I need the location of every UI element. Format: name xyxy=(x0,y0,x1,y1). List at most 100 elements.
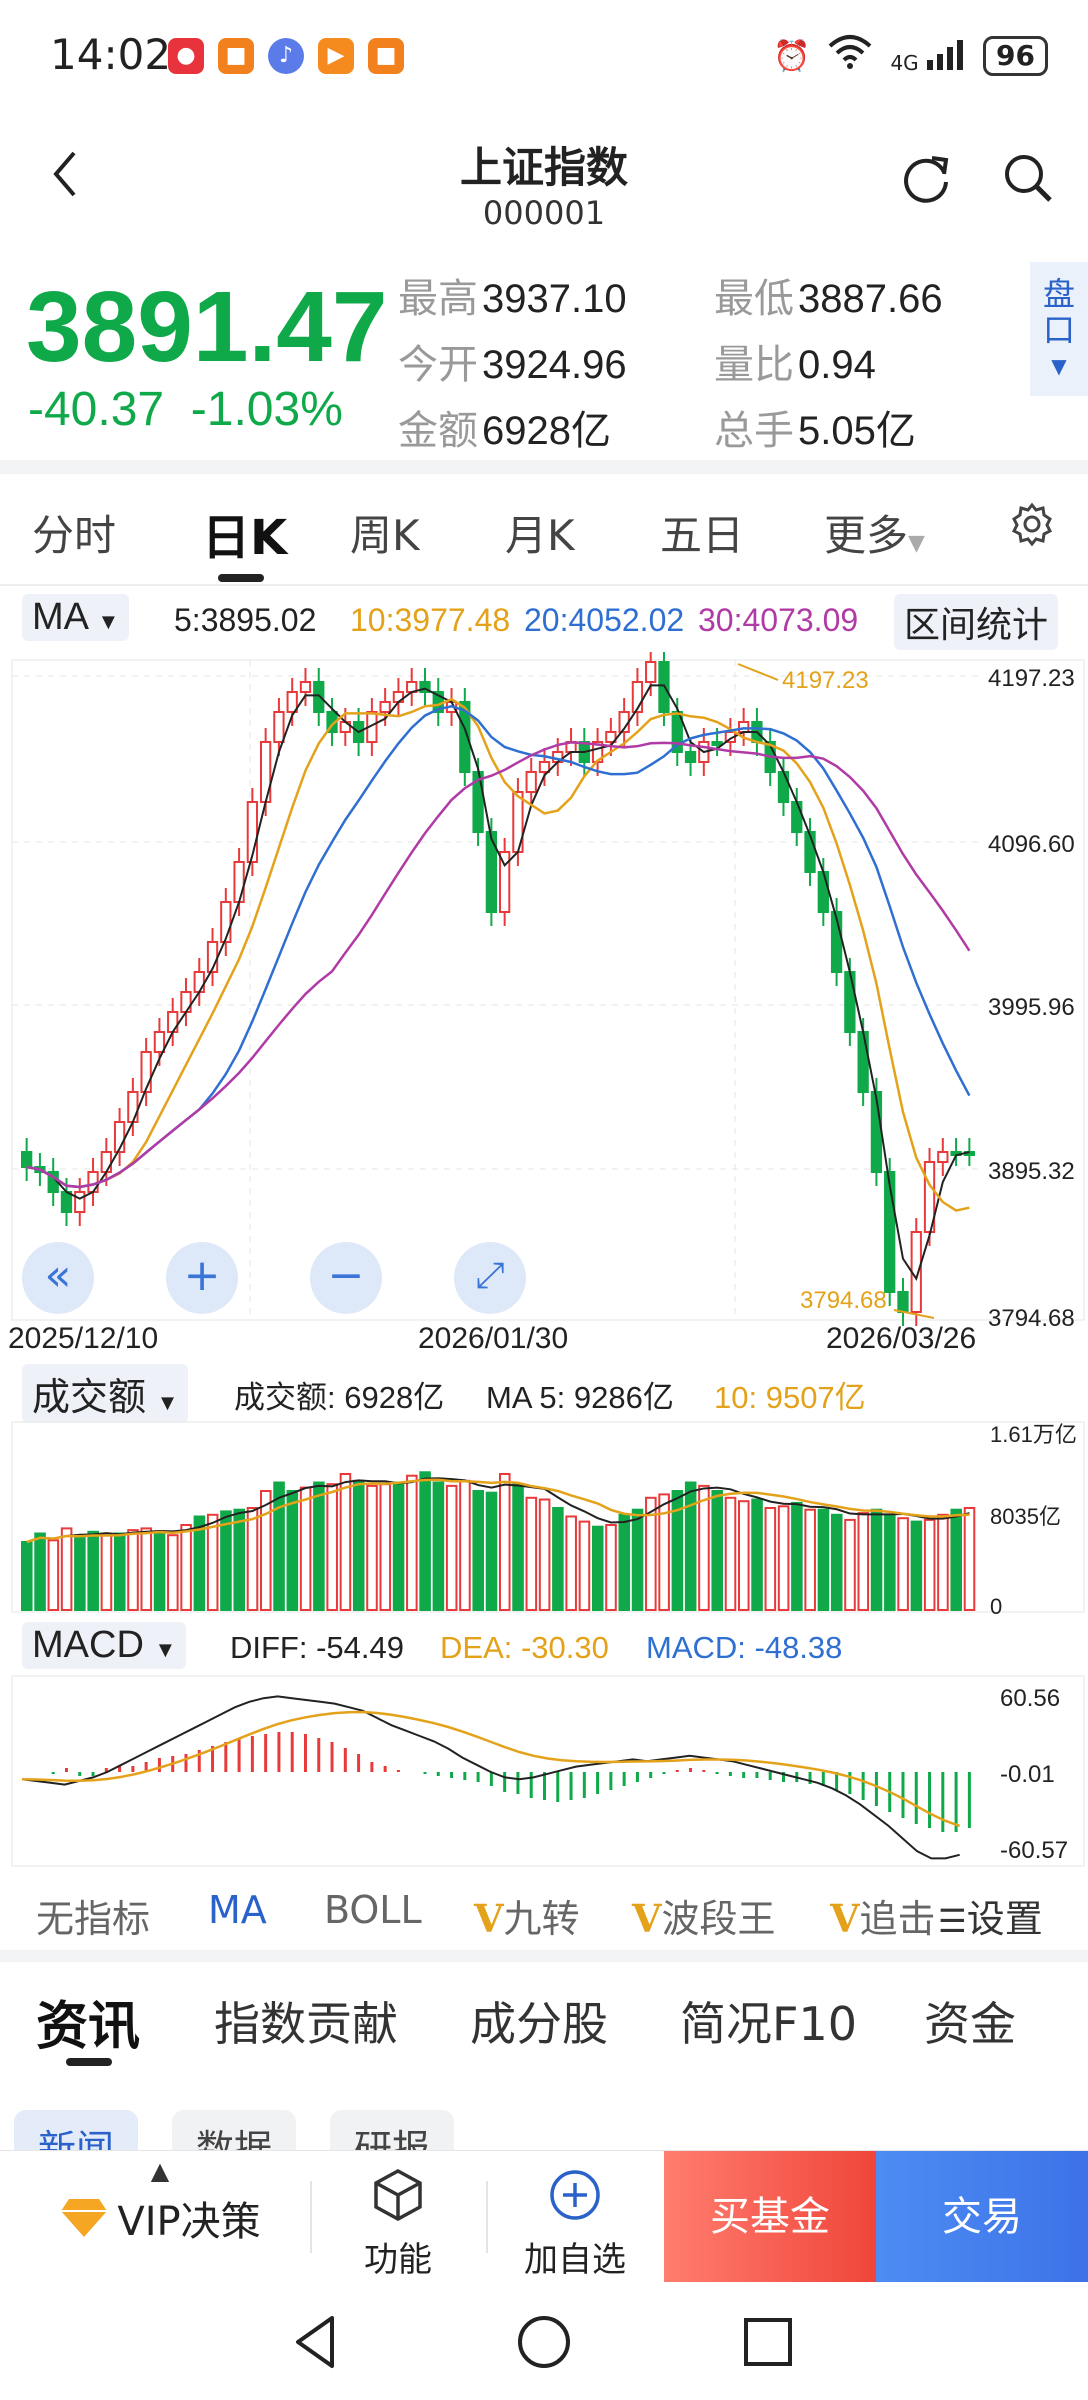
volume-bar xyxy=(286,1490,299,1611)
legend-ma20: 20:4052.02 xyxy=(524,602,685,638)
volume-bar xyxy=(366,1484,378,1611)
volume-bar xyxy=(100,1534,113,1611)
tab-constituents[interactable]: 成分股 xyxy=(470,1997,608,2051)
zoom-in-button[interactable]: + xyxy=(166,1242,238,1314)
price-change: -40.37 -1.03% xyxy=(28,382,343,437)
back-arrow-icon xyxy=(53,151,76,197)
volume-dropdown[interactable]: 成交额 ▼ xyxy=(22,1364,189,1423)
cube-icon xyxy=(374,2169,422,2221)
divider xyxy=(0,1950,1088,1962)
nav-recents-icon[interactable] xyxy=(740,2314,796,2370)
indicator-boll[interactable]: BOLL xyxy=(324,1888,422,1932)
indicator-ma[interactable]: MA xyxy=(208,1888,267,1932)
chart-settings-button[interactable] xyxy=(1010,502,1054,556)
page-title: 上证指数 xyxy=(459,143,628,192)
volume-bar xyxy=(950,1508,963,1611)
volume-bar xyxy=(724,1496,737,1611)
candle xyxy=(313,681,325,713)
legend-ma30: 30:4073.09 xyxy=(698,602,859,638)
volume-bar xyxy=(87,1530,99,1611)
volume-bar xyxy=(870,1508,883,1611)
candlestick-chart[interactable]: 4197.23 4096.60 3995.96 3895.32 3794.68 4197.… xyxy=(0,652,1088,1356)
ma30-line xyxy=(26,741,971,1189)
indicator-settings-button[interactable]: ☰设置 xyxy=(934,1888,1043,1943)
tab-news-info[interactable]: 资讯 xyxy=(36,1997,141,2057)
function-button[interactable]: 功能 xyxy=(340,2151,456,2283)
volume-bar xyxy=(220,1510,232,1611)
caret-down-icon: ▼ xyxy=(1051,354,1067,378)
volume-dropdown-label: 成交额 xyxy=(32,1377,147,1419)
tab-daily-k[interactable]: 日K xyxy=(202,510,288,566)
tab-more[interactable]: 更多▼ xyxy=(824,502,925,563)
tab-index-contribution[interactable]: 指数贡献 xyxy=(214,1997,398,2051)
vip-decision-button[interactable]: ▲ VIP决策 xyxy=(40,2151,280,2283)
add-watchlist-button[interactable]: 加自选 xyxy=(510,2151,640,2283)
trade-button[interactable]: 交易 xyxy=(876,2151,1088,2283)
settings-sliders-icon: ☰ xyxy=(938,1902,967,1940)
status-right: ⏰ 4G 96 xyxy=(773,34,1048,78)
candle xyxy=(884,1171,896,1293)
indicator-jiuzhuan[interactable]: V九转 xyxy=(474,1888,580,1943)
volume-ma5: MA 5: 9286亿 xyxy=(486,1380,674,1415)
volume-bar xyxy=(60,1527,73,1611)
volume-bar xyxy=(233,1508,246,1611)
volume-bar xyxy=(246,1507,259,1611)
refresh-button[interactable] xyxy=(898,150,954,206)
tab-weekly-k[interactable]: 周K xyxy=(350,511,420,560)
volume-bar xyxy=(751,1498,763,1611)
indicator-boduanwang[interactable]: V波段王 xyxy=(632,1888,776,1943)
buy-fund-button[interactable]: 买基金 xyxy=(664,2151,876,2283)
volume-bar xyxy=(658,1493,670,1611)
volume-chart[interactable]: 1.61万亿 8035亿 0 xyxy=(0,1418,1088,1614)
back-button[interactable] xyxy=(50,148,80,213)
nav-home-icon[interactable] xyxy=(514,2312,574,2372)
candle xyxy=(711,741,723,746)
search-button[interactable] xyxy=(1000,150,1056,206)
tab-five-day[interactable]: 五日 xyxy=(660,511,745,560)
pankou-button[interactable]: 盘口 ▼ xyxy=(1030,262,1088,396)
candle xyxy=(738,721,750,733)
candle xyxy=(538,761,551,773)
tab-timeshare[interactable]: 分时 xyxy=(32,511,117,560)
nav-back-icon[interactable] xyxy=(290,2312,340,2372)
candle xyxy=(485,831,498,913)
volume-bar xyxy=(884,1513,896,1611)
alarm-icon: ⏰ xyxy=(773,38,811,74)
tab-monthly-k[interactable]: 月K xyxy=(505,511,575,560)
fullscreen-button[interactable]: ⤢ xyxy=(454,1242,526,1314)
tab-profile-f10[interactable]: 简况F10 xyxy=(680,1997,857,2051)
sub-tabs: 新闻 数据 研报 xyxy=(0,2100,1088,2160)
tab-capital[interactable]: 资金 xyxy=(924,1997,1016,2051)
candle xyxy=(671,711,683,753)
macd-dea: DEA: -30.30 xyxy=(440,1630,609,1665)
candle xyxy=(74,1191,86,1213)
indicator-none[interactable]: 无指标 xyxy=(36,1897,151,1941)
volume-bar xyxy=(432,1481,445,1611)
candle xyxy=(100,1151,112,1173)
zoom-out-button[interactable]: − xyxy=(310,1242,382,1314)
video-notification-icon: ▶ xyxy=(318,38,354,74)
macd-dropdown[interactable]: MACD ▼ xyxy=(22,1622,187,1669)
macd-chart[interactable]: 60.56 -0.01 -60.57 xyxy=(0,1672,1088,1868)
indicator-zhuiji[interactable]: V追击 xyxy=(830,1888,940,1943)
candle xyxy=(193,971,205,993)
ma-dropdown[interactable]: MA ▼ xyxy=(22,594,130,641)
candle xyxy=(419,681,431,693)
volume-bar xyxy=(21,1541,33,1611)
stat-low: 最低 3887.66 xyxy=(714,276,943,322)
candle xyxy=(153,1031,166,1053)
volume-bar xyxy=(738,1500,750,1611)
y-tick-label: -60.57 xyxy=(1000,1837,1068,1864)
volume-bar xyxy=(459,1479,471,1611)
candle xyxy=(857,1031,869,1093)
candle xyxy=(246,801,259,863)
candle xyxy=(286,691,298,713)
macd-value: MACD: -48.38 xyxy=(646,1630,843,1665)
volume-bar xyxy=(578,1520,591,1611)
scroll-left-button[interactable]: « xyxy=(22,1242,94,1314)
caret-down-icon: ▼ xyxy=(156,1390,179,1415)
stat-open: 今开 3924.96 xyxy=(398,342,627,388)
function-label: 功能 xyxy=(364,2240,432,2280)
volume-bar xyxy=(472,1490,485,1611)
range-stats-button[interactable]: 区间统计 xyxy=(894,594,1059,650)
